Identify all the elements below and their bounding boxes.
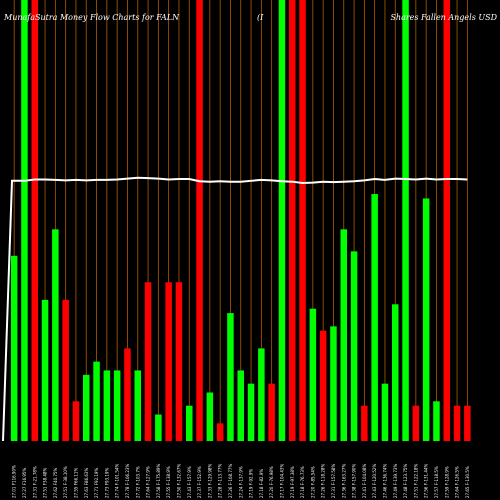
bar-outflow [319,330,327,441]
bar-outflow [165,282,172,441]
bar-inflow [330,326,337,441]
bar-inflow [206,392,214,441]
bar-outflow [464,405,471,441]
x-tick-label: 27.55 F-138.9% [166,466,171,498]
price-line [2,176,468,442]
bar-outflow [216,423,224,441]
bar-inflow [433,401,440,441]
bar-outflow [453,405,461,441]
bar-outflow [144,282,152,441]
bar-inflow [350,251,358,441]
x-tick-label: 27.64 F-126.5% [455,466,460,498]
bar-outflow [124,348,131,441]
x-tick-label: 27.55 F66.11% [73,468,78,498]
bar-inflow [247,383,255,441]
x-tick-label: 27.72 F-103.7% [135,466,140,498]
x-tick-label: 27.41 F-104.08% [362,464,367,498]
x-tick-label: 27.46 F-136.74% [382,464,387,498]
x-tick-label: 27.33 F-129.98% [207,464,212,498]
bar-inflow [227,313,234,441]
bar-outflow [443,0,450,441]
x-tick-labels: 27.01 F116.90% 27.27 F16.95% 27.31 F-21.78… [12,464,470,498]
x-tick-label: 27.38 F-157.90% [352,464,357,498]
chart-title: MunafaSutra Money Flow Charts for FALN [3,13,180,22]
chart-title-fund: (I [257,13,264,22]
bar-outflow [62,299,69,441]
x-tick-label: 27.19 F-92.9% [249,469,254,498]
x-tick-label: 27.58 F-175.89% [156,464,161,498]
x-tick-label: 27.71 F92.19% [94,468,99,498]
x-tick-label: 27.28 F-113.77% [218,464,223,498]
bar-outflow [31,0,38,441]
bar-outflow [175,282,183,441]
x-tick-label: 27.56 F-131.44% [424,464,429,498]
x-tick-label: 27.43 F-157.9% [187,466,192,498]
x-tick-label: 27.65 F-130.5% [465,466,470,498]
x-tick-label: 27.74 F-101.54% [115,464,120,498]
bar-outflow [196,0,203,441]
x-tick-label: 27.20 F-76.98% [269,466,274,498]
x-tick-label: 27.48 F-123.75% [403,464,408,498]
bar-inflow [237,370,244,441]
x-tick-label: 27.64 F-127.9% [146,466,151,498]
bar-inflow [93,361,100,441]
bar-outflow [72,401,80,441]
x-tick-label: 27.01 F116.90% [12,465,17,498]
x-tick-label: 27.18 F-76.73% [300,466,305,498]
bar-inflow [103,370,111,441]
x-tick-label: 27.17 F-104.43% [279,464,284,498]
x-tick-label: 27.37 F-152.9% [197,466,202,498]
bar-inflow [258,348,265,441]
bar-outflow [412,405,420,441]
x-tick-label: 27.62 F40.75% [53,468,58,498]
x-tick-label: 27.73 F93.19% [104,468,109,498]
bar-inflow [381,383,389,441]
bar-outflow [361,405,368,441]
bar-inflow [186,405,193,441]
bar-inflow [83,374,90,441]
bar-inflow [278,0,286,441]
x-tick-label: 27.36 F-163.27% [341,464,346,498]
x-tick-label: 27.57 F-118.5% [434,466,439,498]
bar-inflow [155,414,162,441]
bar-inflow [134,370,141,441]
x-tick-label: 27.26 F-108.77% [228,464,233,498]
x-tick-label: 27.26 F-118.28% [321,464,326,498]
x-tick-label: 27.63 F86.63% [84,468,89,498]
bar-inflow [422,198,430,441]
bar-inflow [113,370,121,441]
x-tick-label: 27.20 F-85.54% [310,466,315,498]
chart-title-fund-name: Shares Fallen Angels USD [390,13,497,22]
x-tick-label: 27.78 F-106.23% [125,464,130,498]
bar-outflow [299,0,306,441]
bar-inflow [21,0,28,441]
bar-inflow [52,229,59,441]
price-line-path [2,176,468,442]
bar-outflow [289,0,296,441]
bar-inflow [340,229,347,441]
x-tick-label: 27.51 F-38.10% [63,466,68,498]
x-tick-label: 27.51 F-122.18% [413,464,418,498]
x-tick-label: 27.43 F-120.52% [372,464,377,498]
x-tick-label: 27.50 F-132.67% [176,464,181,498]
x-tick-label: 27.51 F38.48% [43,468,48,498]
x-tick-label: 27.31 F-157.58% [331,464,336,498]
bar-inflow [402,0,409,441]
x-tick-label: 27.19 F-97.38% [290,466,295,498]
x-tick-label: 27.59 F-128.9% [444,466,449,498]
bars [10,0,471,441]
x-tick-label: 27.49 F-139.73% [393,464,398,498]
bar-inflow [309,308,317,441]
bar-inflow [371,194,378,441]
x-tick-label: 27.24 F-137.9% [238,466,243,498]
bar-inflow [41,299,49,441]
bar-inflow [10,255,18,441]
x-tick-label: 27.31 F-21.78% [32,466,37,498]
x-tick-label: 27.18 F-82.9% [259,469,264,498]
x-tick-label: 27.27 F16.95% [22,468,27,498]
bar-inflow [392,304,399,441]
bar-outflow [268,383,275,441]
